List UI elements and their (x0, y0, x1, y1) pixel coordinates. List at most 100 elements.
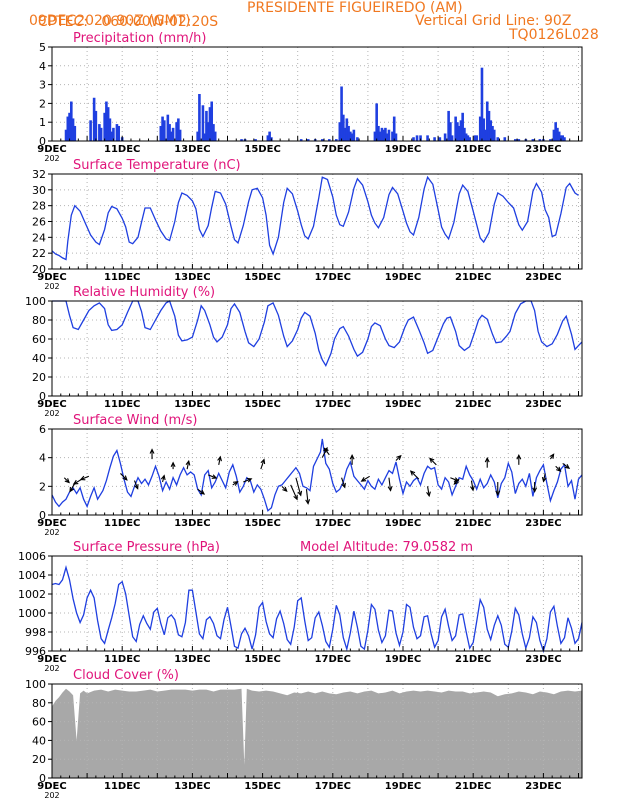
precipitation-bar (382, 129, 385, 141)
precipitation-bar (531, 139, 535, 141)
precipitation-bar (73, 125, 77, 141)
wind-vector-shaft (218, 456, 221, 465)
y-tick-label: 1004 (18, 569, 46, 582)
x-tick-label: 15DEC (244, 781, 280, 792)
y-tick-label: 0 (39, 509, 46, 522)
x-tick-label: 15DEC (244, 399, 280, 410)
precipitation-bar (391, 131, 394, 141)
x-tick-label: 19DEC (385, 272, 421, 283)
chart-panel-1: 0 1 2 3 4 5 9DEC 11DEC 13DEC 15DEC 17DEC 19DEC 21DEC… (37, 31, 583, 163)
wind-vector-head (64, 478, 70, 484)
wind-vector-head (260, 458, 266, 465)
chart-title: Cloud Cover (%) (73, 668, 179, 683)
chart-title: Precipitation (mm/h) (73, 31, 206, 46)
wind-vector (185, 459, 191, 470)
y-tick-label: 22 (32, 247, 46, 260)
wind-vector (120, 473, 128, 481)
wind-vector-head (79, 475, 86, 481)
precipitation-bar (306, 139, 310, 141)
precipitation-bar (196, 131, 199, 141)
y-tick-label: 100 (25, 295, 46, 308)
precipitation-bar (385, 133, 389, 141)
model-altitude-annotation: Model Altitude: 79.0582 m (300, 540, 473, 555)
x-tick-label: 11DEC (104, 781, 140, 792)
precipitation-bar (496, 137, 500, 141)
y-tick-label: 0 (39, 772, 46, 785)
wind-vector-head (396, 454, 402, 461)
wind-vector (217, 455, 222, 465)
x-tick-label: 23DEC (525, 654, 561, 665)
x-year-stub: 202 (44, 664, 59, 673)
x-tick-label: 9DEC (37, 654, 66, 665)
precipitation-bar (105, 101, 108, 141)
wind-vector (197, 488, 206, 495)
precipitation-bar (94, 110, 98, 141)
wind-vector (207, 474, 218, 479)
wind-vector (323, 447, 330, 456)
y-tick-label: 2 (39, 97, 46, 110)
precipitation-bar (266, 135, 270, 141)
precipitation-bar (98, 124, 101, 141)
wind-vector-head (122, 475, 128, 481)
x-tick-label: 21DEC (455, 781, 491, 792)
precipitation-bar (171, 127, 175, 141)
precipitation-bar (352, 129, 356, 141)
wind-vector (63, 477, 70, 484)
x-tick-label: 19DEC (385, 518, 421, 529)
y-tick-label: 4 (39, 452, 46, 465)
precipitation-bar (450, 135, 454, 141)
precipitation-bar (356, 137, 359, 141)
precipitation-bar (538, 139, 542, 141)
chart-panel-2: 20 22 24 26 28 30 32 9DEC 11DEC 13DEC 15DEC 17DEC 19… (32, 158, 583, 291)
wind-vector-head (516, 453, 522, 460)
wind-vector-head (297, 490, 303, 497)
x-tick-label: 17DEC (315, 654, 351, 665)
wind-vector-shaft (543, 473, 546, 482)
y-tick-label: 998 (25, 626, 46, 639)
wind-vector (341, 477, 346, 489)
precipitation-bar (349, 131, 352, 141)
y-tick-label: 0 (39, 135, 46, 148)
x-tick-label: 9DEC (37, 399, 66, 410)
x-tick-label: 17DEC (315, 272, 351, 283)
precipitation-bar (103, 112, 106, 141)
precipitation-bar (514, 139, 517, 141)
wind-vector-head (305, 499, 311, 505)
series-line-4 (51, 438, 583, 512)
wind-vector (495, 482, 501, 497)
precipitation-bar (394, 133, 398, 141)
x-year-stub: 202 (44, 409, 59, 418)
precipitation-bar (166, 114, 170, 141)
y-tick-label: 60 (32, 333, 46, 346)
y-tick-label: 1000 (18, 607, 46, 620)
x-tick-label: 21DEC (455, 654, 491, 665)
wind-vector-head (556, 466, 562, 472)
chart-title: Surface Wind (m/s) (73, 413, 197, 428)
x-tick-label: 21DEC (455, 518, 491, 529)
precipitation-bar (159, 125, 163, 141)
precipitation-bar (387, 129, 391, 141)
precipitation-bar (489, 120, 493, 141)
panel-frame (51, 555, 583, 652)
wind-vector-head (199, 489, 206, 495)
precipitation-bar (163, 120, 166, 141)
x-tick-label: 21DEC (455, 144, 491, 155)
wind-vector (549, 453, 555, 460)
precipitation-bar (517, 139, 521, 141)
precipitation-bar (475, 135, 479, 141)
wind-vector-shaft (410, 470, 420, 480)
precipitation-bar (70, 101, 73, 141)
precipitation-bar (350, 133, 354, 141)
precipitation-bar (327, 139, 331, 141)
wind-vector (541, 473, 547, 483)
y-tick-label: 20 (32, 263, 46, 276)
precipitation-bar (92, 97, 96, 141)
precipitation-bar (240, 139, 243, 141)
precipitation-bar (347, 125, 350, 141)
precipitation-bar (449, 122, 452, 141)
precipitation-bar (561, 135, 564, 141)
y-tick-label: 24 (32, 231, 46, 244)
precipitation-bar (213, 131, 217, 141)
wind-vector-shaft (361, 475, 370, 482)
